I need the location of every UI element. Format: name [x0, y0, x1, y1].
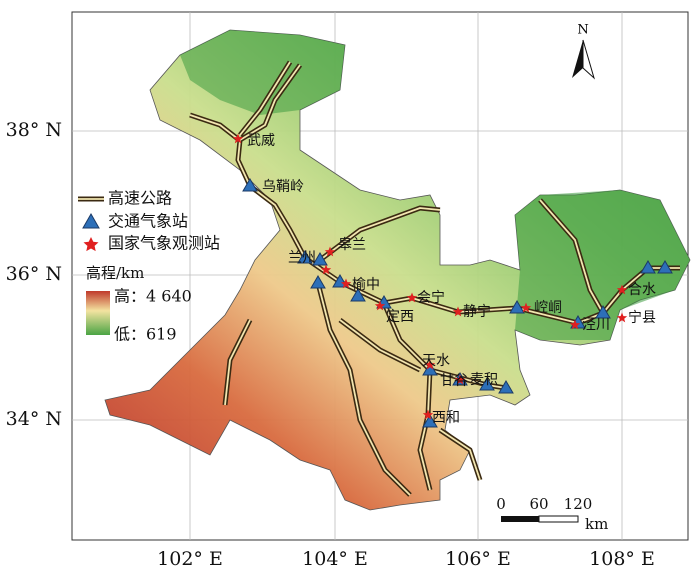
- legend-high: 高：4 640: [114, 287, 192, 306]
- lat-label: 38° N: [6, 119, 62, 141]
- national-station: [454, 374, 466, 385]
- place-label: 定西: [386, 309, 414, 325]
- national-station: [424, 359, 436, 370]
- traffic-station: [640, 260, 656, 274]
- traffic-station: [242, 178, 258, 192]
- road-inner: [317, 282, 411, 496]
- legend-road: 高速公路: [108, 189, 172, 208]
- place-label: 西和: [432, 410, 460, 426]
- scale-unit: km: [585, 515, 608, 533]
- national-station: [452, 306, 464, 317]
- place-label: 甘谷: [440, 373, 468, 389]
- region: [104, 29, 691, 511]
- road-inner: [339, 319, 421, 371]
- place-label: 宁县: [628, 309, 656, 326]
- legend-elevation-title: 高程/km: [86, 264, 144, 282]
- national-station: [616, 284, 628, 295]
- traffic-station: [422, 414, 438, 428]
- place-label: 会宁: [417, 289, 445, 306]
- stations: [232, 133, 673, 428]
- green-overlay: [180, 30, 690, 340]
- place-label: 兰州: [288, 250, 316, 266]
- legend-low: 低：619: [114, 325, 177, 344]
- lon-label: 108° E: [589, 548, 655, 570]
- national-station: [374, 300, 386, 311]
- legend: 高速公路 交通气象站 国家气象观测站 高程/km 高：4 640 低：619: [78, 189, 220, 344]
- lat-label: 36° N: [6, 263, 62, 285]
- traffic-station: [310, 275, 326, 289]
- place-label: 乌鞘岭: [262, 179, 304, 195]
- road-inner: [189, 114, 239, 140]
- lon-label: 102° E: [157, 548, 223, 570]
- place-label: 皋兰: [338, 237, 366, 253]
- place-label: 合水: [628, 282, 656, 298]
- lon-label: 104° E: [302, 548, 368, 570]
- scale-bar: 0 60 120 km: [496, 495, 608, 533]
- national-station: [406, 292, 418, 303]
- road-inner: [439, 429, 481, 481]
- traffic-station: [422, 362, 438, 376]
- traffic-station: [479, 377, 495, 391]
- legend-national-station: 国家气象观测站: [108, 234, 220, 253]
- traffic-station: [509, 300, 525, 314]
- national-station: [569, 319, 581, 330]
- north-label: N: [577, 23, 588, 38]
- traffic-station: [312, 252, 328, 266]
- place-label: 崆峒: [534, 300, 562, 316]
- national-station: [320, 264, 332, 275]
- lon-label: 106° E: [445, 548, 511, 570]
- place-label: 榆中: [352, 277, 380, 293]
- national-station: [324, 246, 336, 257]
- national-station: [616, 312, 628, 323]
- road-inner: [239, 61, 291, 136]
- traffic-station: [595, 305, 611, 319]
- place-label: 天水: [422, 353, 450, 369]
- legend-traffic-station: 交通气象站: [108, 212, 188, 231]
- national-station: [422, 409, 434, 420]
- national-station: [520, 302, 532, 313]
- traffic-station: [297, 250, 313, 264]
- national-station: [232, 133, 244, 144]
- road-inner: [237, 64, 306, 259]
- national-station: [340, 278, 352, 289]
- road-inner: [539, 199, 604, 314]
- scale-tick: 120: [564, 495, 593, 513]
- traffic-station: [350, 288, 366, 302]
- traffic-station: [657, 260, 673, 274]
- road-inner: [419, 369, 431, 491]
- road-inner: [319, 207, 441, 261]
- place-label: 泾川: [582, 317, 610, 333]
- north-arrow: N: [572, 23, 595, 80]
- place-label: 麦积: [470, 372, 498, 388]
- place-label: 武威: [247, 133, 275, 149]
- place-label: 静宁: [463, 303, 491, 320]
- lat-label: 34° N: [6, 408, 62, 430]
- scale-tick: 60: [529, 495, 548, 513]
- road-inner: [224, 319, 251, 406]
- scale-tick: 0: [496, 495, 506, 513]
- traffic-station: [498, 380, 514, 394]
